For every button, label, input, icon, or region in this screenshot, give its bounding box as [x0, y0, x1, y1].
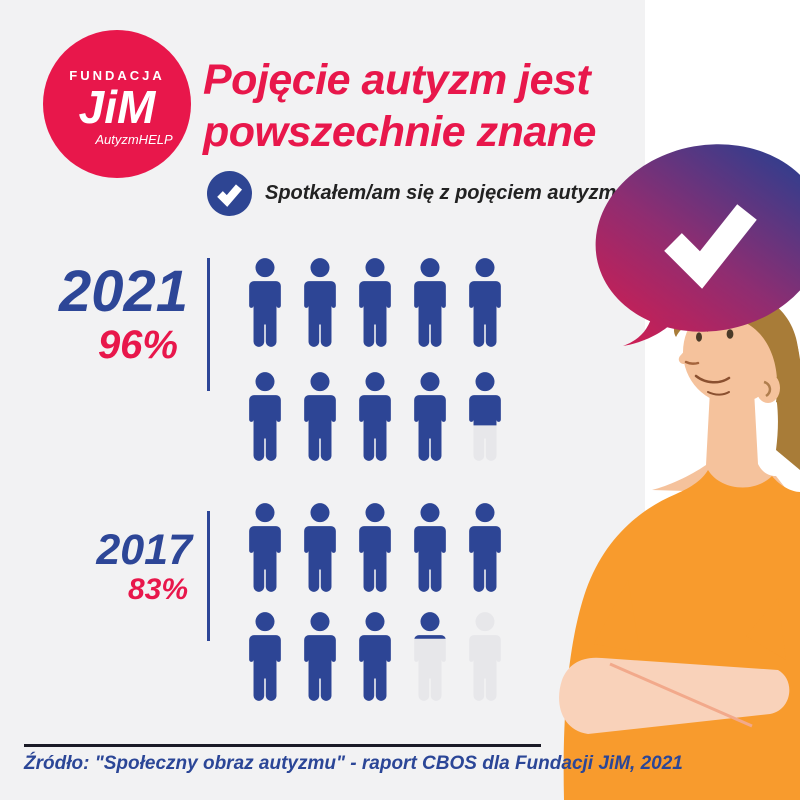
sleeve-left [594, 580, 640, 652]
check-badge-icon [207, 171, 252, 216]
checkmark-icon [664, 204, 757, 289]
pictogram-grid-2017 [246, 503, 522, 701]
person-icon [246, 372, 284, 461]
divider-line [207, 511, 210, 641]
person-icon [411, 372, 449, 461]
source-rule [24, 744, 541, 747]
person-icon [301, 372, 339, 461]
person-icon [466, 612, 504, 701]
person-icon [411, 503, 449, 592]
arm-seam [609, 662, 753, 728]
group-2021-labels: 2021 96% [18, 262, 188, 368]
person-icon [411, 258, 449, 347]
percent-label: 83% [127, 573, 188, 606]
person-icon [466, 372, 504, 461]
person-icon [246, 503, 284, 592]
person-icon [356, 612, 394, 701]
person-icon [411, 612, 449, 701]
logo-text-sub: AutyzmHELP [95, 132, 173, 147]
nose [678, 338, 698, 364]
person-icon [356, 258, 394, 347]
logo-text-main: JiM [78, 81, 156, 133]
bubble-tail [623, 312, 677, 346]
page-title: Pojęcie autyzm jest powszechnie znane [203, 54, 596, 158]
bubble-body [595, 144, 800, 332]
source-text: Źródło: "Społeczny obraz autyzmu" - rapo… [24, 753, 683, 774]
neck [652, 390, 790, 494]
title-line-2: powszechnie znane [203, 108, 596, 156]
ear [756, 373, 780, 403]
divider-line [207, 258, 210, 391]
percent-label: 96% [97, 323, 178, 367]
ear-line [763, 380, 772, 398]
smile [694, 374, 731, 384]
person-icon [246, 612, 284, 701]
person-icon [301, 503, 339, 592]
badge-check-icon [217, 184, 243, 207]
eye-left [696, 332, 702, 342]
chin-line [707, 391, 730, 396]
year-label: 2021 [58, 259, 188, 324]
logo-text-top: FUNDACJA [69, 68, 165, 83]
pictogram-grid-2021 [246, 258, 522, 461]
person-icon [356, 372, 394, 461]
crossed-arms [559, 657, 790, 734]
eye-right [726, 329, 734, 339]
person-icon [301, 612, 339, 701]
title-line-1: Pojęcie autyzm jest [203, 56, 591, 104]
person-icon [466, 503, 504, 592]
speech-bubble-icon [595, 144, 800, 346]
year-label: 2017 [96, 526, 192, 574]
person-icon [301, 258, 339, 347]
person-icon [466, 258, 504, 347]
group-2017-labels: 2017 83% [18, 527, 192, 607]
legend-label: Spotkałem/am się z pojęciem autyzm [265, 182, 617, 204]
brand-logo: FUNDACJA JiM AutyzmHELP [43, 30, 191, 178]
sleeve-right [746, 598, 786, 660]
person-icon [246, 258, 284, 347]
hair-top [686, 291, 800, 410]
person-icon [356, 503, 394, 592]
legend: Spotkałem/am się z pojęciem autyzm [207, 171, 616, 216]
nostril-line [684, 360, 700, 365]
